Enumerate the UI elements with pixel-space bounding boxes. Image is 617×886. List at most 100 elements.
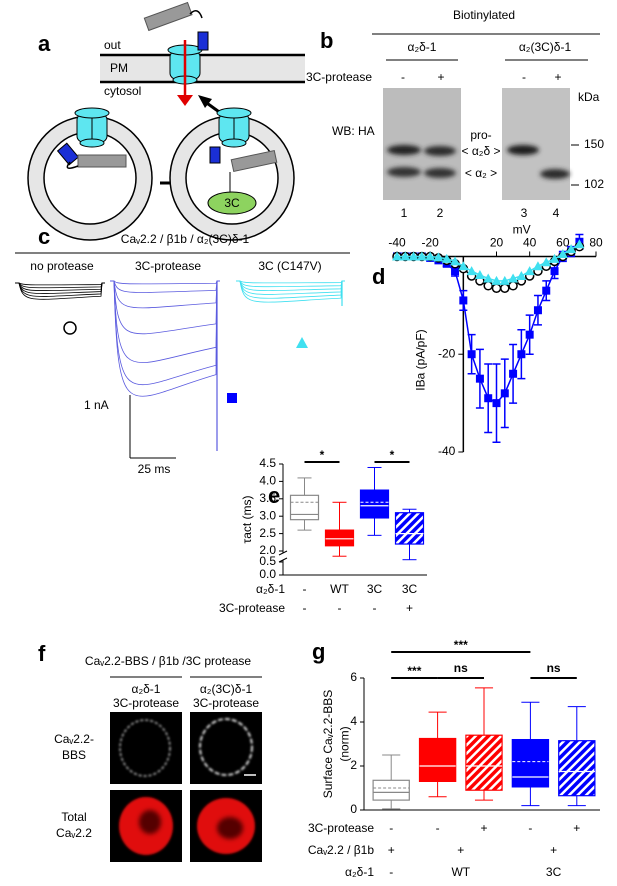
row-item: + xyxy=(480,821,487,835)
point xyxy=(550,267,559,276)
point xyxy=(433,252,444,262)
y-tick-label: 4 xyxy=(350,714,357,728)
x-tick-label: -40 xyxy=(388,236,406,250)
label-pm: PM xyxy=(110,61,128,75)
gel xyxy=(383,88,461,200)
row-item: 3C xyxy=(546,865,562,879)
x-tick-label: 80 xyxy=(589,236,603,250)
point xyxy=(533,306,542,315)
symbol xyxy=(227,393,237,403)
point xyxy=(509,369,518,378)
row-label: Caᵥ2.2- xyxy=(54,732,94,746)
panel-label: c xyxy=(38,224,50,249)
point xyxy=(499,275,510,285)
column-label: 3C-protease xyxy=(113,696,179,710)
kda: kDa xyxy=(578,90,600,104)
marker-label: 102 xyxy=(584,177,604,191)
column-label: α₂(3C)δ-1 xyxy=(200,682,253,696)
current-trace xyxy=(15,282,105,300)
lane-number: 2 xyxy=(437,206,444,220)
significance-label: *** xyxy=(407,664,421,678)
scale-current: 1 nA xyxy=(84,398,109,412)
row-item: - xyxy=(303,582,307,596)
point xyxy=(500,389,509,398)
y-tick-label: 0 xyxy=(350,802,357,816)
panel-title: Caᵥ2.2-BBS / β1b /3C protease xyxy=(85,654,252,668)
lane-number: 3 xyxy=(521,206,528,220)
cell-outline xyxy=(199,718,253,776)
point xyxy=(500,283,510,293)
tag xyxy=(197,31,209,51)
point xyxy=(450,256,461,266)
x-axis-label: mV xyxy=(513,223,531,237)
cell-nucleus xyxy=(139,810,161,834)
point xyxy=(400,251,411,261)
tag xyxy=(209,146,221,164)
point xyxy=(408,251,419,261)
wb-label: WB: HA xyxy=(332,124,375,138)
box xyxy=(359,489,390,519)
gel-title: Biotinylated xyxy=(453,8,515,22)
box xyxy=(511,738,550,788)
box xyxy=(372,779,410,801)
current-trace xyxy=(236,280,345,303)
significance-label: * xyxy=(390,448,395,462)
current-trace xyxy=(236,280,345,284)
condition: no protease xyxy=(30,259,94,273)
point xyxy=(474,270,485,280)
micrograph xyxy=(190,712,262,784)
point xyxy=(557,249,568,258)
point xyxy=(542,286,551,295)
current-trace xyxy=(110,280,220,293)
point xyxy=(508,281,518,291)
point xyxy=(458,261,469,271)
y-tick-label: 2 xyxy=(350,758,357,772)
channel xyxy=(74,107,110,148)
current-trace xyxy=(15,282,105,289)
subunit xyxy=(230,149,278,173)
lane-number: 4 xyxy=(553,206,560,220)
subunit xyxy=(143,1,193,32)
point xyxy=(484,394,493,403)
current-trace xyxy=(236,280,345,288)
band-label: pro- xyxy=(470,128,491,142)
row-item: WT xyxy=(330,582,349,596)
row-label: 3C-protease xyxy=(219,601,285,615)
point xyxy=(425,251,436,261)
band xyxy=(507,145,539,155)
point xyxy=(525,330,534,339)
row-item: + xyxy=(457,843,464,857)
y-tick-label: -20 xyxy=(438,346,456,360)
row-item: + xyxy=(406,601,413,615)
row-item: - xyxy=(373,601,377,615)
membrane xyxy=(100,55,305,82)
row-label: α₂δ-1 xyxy=(345,865,374,879)
x-tick-label: 60 xyxy=(556,236,570,250)
construct: α₂(3C)δ-1 xyxy=(519,40,572,54)
point xyxy=(491,283,502,293)
label-cytosol: cytosol xyxy=(104,84,141,98)
row-item: 3C xyxy=(367,582,383,596)
panel-c: c Caᵥ2.2 / β1b / α₂(3C)δ-1 no protease 3… xyxy=(15,224,350,476)
current-trace xyxy=(110,280,220,285)
y-tick-label: 3.0 xyxy=(259,508,276,522)
linker xyxy=(189,10,203,19)
row-label: 3C-protease xyxy=(308,821,374,835)
box xyxy=(418,737,457,783)
band xyxy=(424,168,456,178)
panel-label: f xyxy=(38,641,46,666)
gel xyxy=(502,88,570,200)
lane-number: 1 xyxy=(401,206,408,220)
linker xyxy=(66,161,79,169)
column-label: 3C-protease xyxy=(193,696,259,710)
y-tick-label: 2.5 xyxy=(259,526,276,540)
row-label: Caᵥ2.2 / β1b xyxy=(308,843,374,857)
current-trace xyxy=(110,280,220,364)
axis-break xyxy=(278,550,288,563)
symbol xyxy=(296,337,308,348)
subunit xyxy=(77,154,127,168)
significance-label: ns xyxy=(547,661,561,675)
row-item: - xyxy=(389,821,393,835)
significance-label: * xyxy=(320,448,325,462)
sign: - xyxy=(401,70,405,84)
